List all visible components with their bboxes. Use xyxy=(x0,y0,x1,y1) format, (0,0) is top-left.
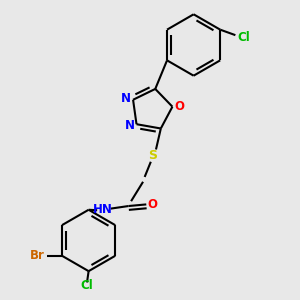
Text: HN: HN xyxy=(93,203,112,216)
Text: Br: Br xyxy=(30,249,45,262)
Text: Cl: Cl xyxy=(237,31,250,44)
Text: O: O xyxy=(175,100,184,113)
Text: N: N xyxy=(124,119,134,132)
Text: N: N xyxy=(121,92,131,105)
Text: S: S xyxy=(148,149,157,163)
Text: O: O xyxy=(148,198,158,211)
Text: Cl: Cl xyxy=(81,279,93,292)
